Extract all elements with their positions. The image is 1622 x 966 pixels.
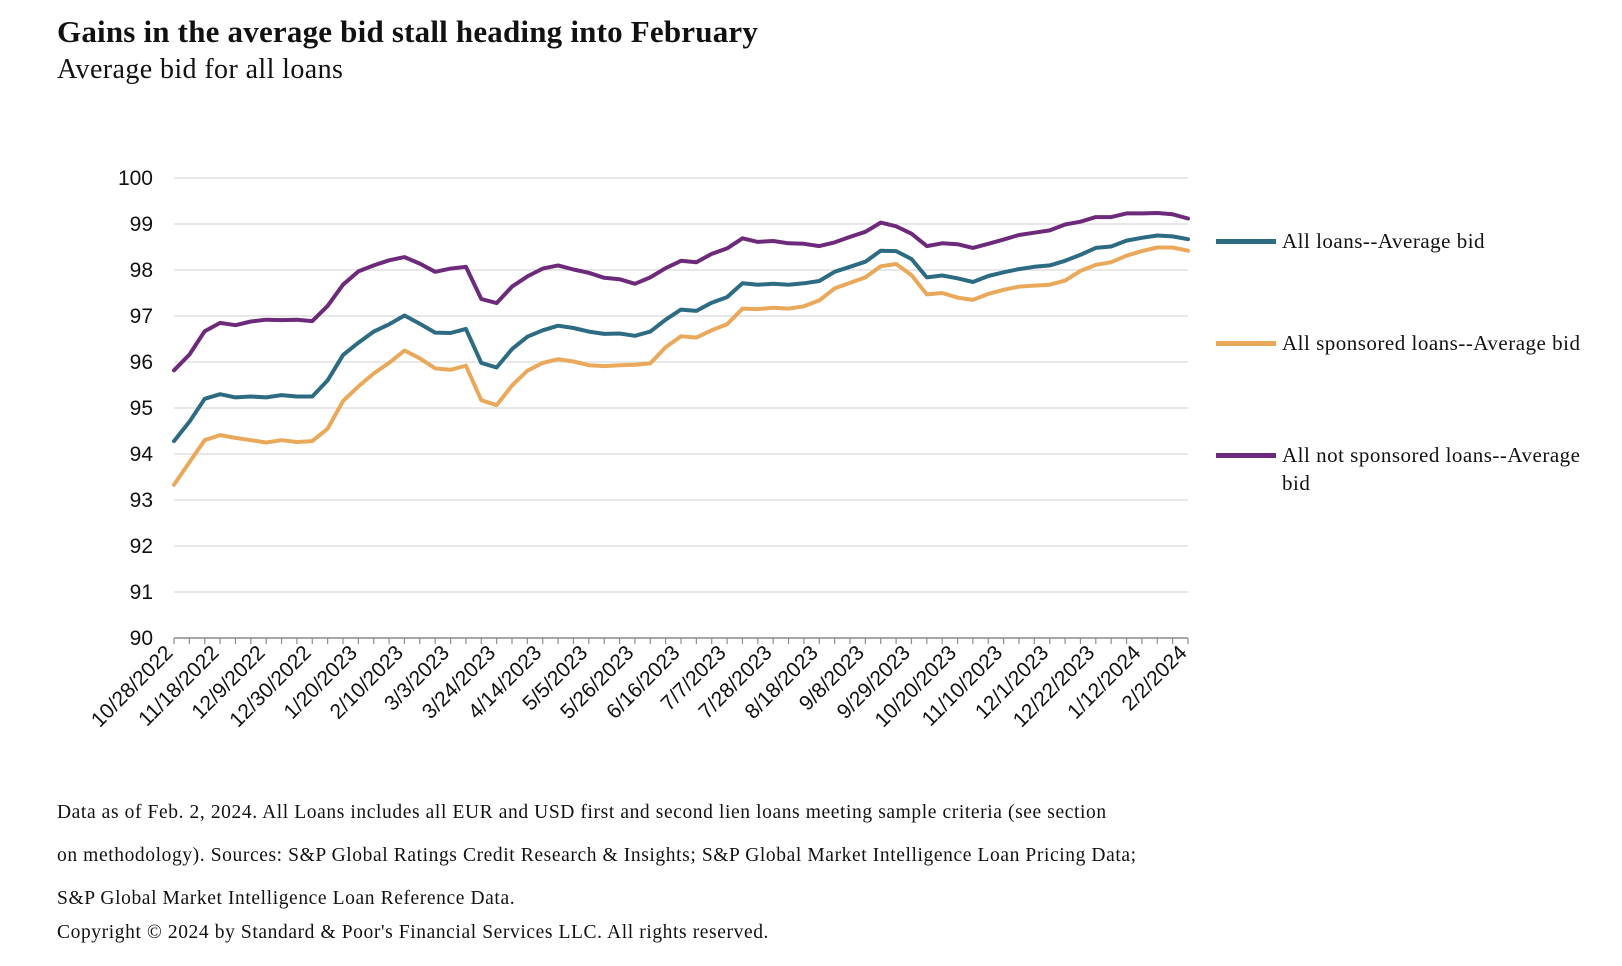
- footnote-line: on methodology). Sources: S&P Global Rat…: [57, 845, 1137, 866]
- gridlines: [174, 177, 1188, 593]
- series-line-1: [172, 245, 1190, 487]
- x-tick-labels: 10/28/202211/18/202212/9/202212/30/20221…: [87, 641, 1192, 732]
- x-axis: [173, 637, 1189, 644]
- y-tick-label: 91: [130, 581, 153, 604]
- y-tick-label: 94: [130, 443, 154, 466]
- legend-label-all-loans: All loans--Average bid: [1282, 229, 1486, 253]
- chart-subtitle: Average bid for all loans: [57, 54, 344, 85]
- legend-label-not-sponsored: All not sponsored loans--Average bid: [1282, 443, 1581, 495]
- footnote-line: Data as of Feb. 2, 2024. All Loans inclu…: [57, 802, 1107, 823]
- series-line-2: [172, 211, 1190, 373]
- y-tick-label: 96: [130, 351, 153, 374]
- footnote-line: S&P Global Market Intelligence Loan Refe…: [57, 888, 516, 909]
- y-tick-label: 98: [130, 259, 153, 282]
- y-tick-label: 90: [130, 627, 153, 650]
- footnote: Data as of Feb. 2, 2024. All Loans inclu…: [57, 800, 1557, 929]
- y-tick-label: 92: [130, 535, 153, 558]
- legend-swatch-not-sponsored: [1216, 453, 1276, 458]
- y-tick-label: 100: [118, 167, 153, 190]
- series-lines: [172, 211, 1190, 487]
- legend-label-sponsored: All sponsored loans--Average bid: [1282, 331, 1581, 355]
- y-axis: 90 91 92 93 94 95 96 97 98 99 100: [118, 167, 153, 650]
- y-tick-label: 99: [130, 213, 153, 236]
- chart-title: Gains in the average bid stall heading i…: [57, 14, 759, 49]
- y-tick-label: 95: [130, 397, 153, 420]
- copyright-notice: Copyright © 2024 by Standard & Poor's Fi…: [57, 922, 770, 943]
- legend-swatch-sponsored: [1216, 341, 1276, 346]
- series-line-0: [172, 233, 1190, 444]
- y-tick-label: 97: [130, 305, 153, 328]
- line-chart: 90 91 92 93 94 95 96 97 98 99 100 10/28/202211/18/…: [87, 167, 1192, 732]
- legend-swatch-all-loans: [1216, 239, 1276, 244]
- y-tick-label: 93: [130, 489, 153, 512]
